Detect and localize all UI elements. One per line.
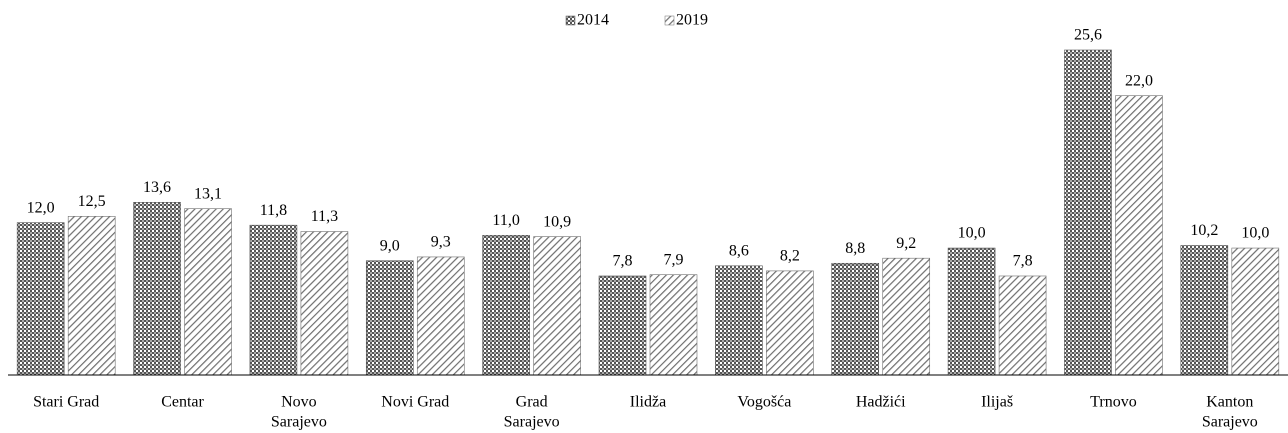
x-tick-label: Ilidža [630, 394, 666, 411]
legend-label: 2019 [676, 12, 708, 29]
bar [133, 202, 181, 376]
legend-label: 2014 [577, 12, 609, 29]
bar [882, 257, 931, 376]
x-tick-label: Novo [281, 394, 317, 411]
bar [1115, 95, 1163, 376]
bar [947, 247, 996, 376]
bar [533, 236, 581, 376]
data-label: 10,0 [958, 225, 986, 242]
data-label: 22,0 [1125, 72, 1153, 89]
legend-swatch [565, 15, 576, 26]
data-label: 12,5 [78, 193, 106, 210]
x-tick-label: Centar [161, 394, 204, 411]
data-label: 9,3 [431, 234, 451, 251]
data-label: 10,9 [543, 213, 571, 230]
bar [249, 224, 298, 376]
x-tick-label: Sarajevo [1202, 414, 1258, 431]
data-label: 7,8 [613, 253, 633, 270]
x-tick-label: Vogošća [737, 394, 791, 411]
legend-swatch [664, 15, 675, 26]
bar [365, 260, 414, 376]
x-tick-label: Stari Grad [33, 394, 99, 411]
x-tick-label: Novi Grad [381, 394, 449, 411]
bar [598, 275, 647, 376]
data-label: 10,2 [1190, 222, 1218, 239]
x-tick-label: Ilijaš [981, 394, 1013, 411]
bar [184, 208, 232, 376]
data-label: 8,6 [729, 242, 749, 259]
x-tick-label: Sarajevo [504, 414, 560, 431]
data-label: 11,0 [492, 212, 519, 229]
x-tick-label: Trnovo [1090, 394, 1137, 411]
bar [1180, 245, 1229, 376]
bar [998, 275, 1047, 376]
data-label: 7,8 [1013, 253, 1033, 270]
bar [766, 270, 814, 376]
x-tick-label: Hadžići [856, 394, 906, 411]
bar [1064, 49, 1112, 376]
bar [416, 256, 465, 376]
data-label: 11,3 [311, 208, 338, 225]
data-label: 7,9 [664, 251, 684, 268]
bar [715, 265, 763, 376]
data-label: 11,8 [260, 202, 287, 219]
data-label: 8,8 [845, 240, 865, 257]
data-label: 10,0 [1241, 225, 1269, 242]
bar [482, 235, 530, 376]
x-tick-label: Grad [516, 394, 548, 411]
bar [67, 216, 116, 376]
bar [16, 222, 65, 376]
data-label: 12,0 [27, 199, 55, 216]
bar [649, 274, 698, 376]
data-label: 13,6 [143, 179, 171, 196]
data-label: 9,0 [380, 237, 400, 254]
bar [300, 231, 349, 376]
data-label: 13,1 [194, 185, 222, 202]
x-tick-label: Kanton [1206, 394, 1253, 411]
x-tick-label: Sarajevo [271, 414, 327, 431]
data-label: 9,2 [896, 235, 916, 252]
bar [831, 262, 880, 376]
bar [1231, 247, 1280, 376]
data-label: 8,2 [780, 248, 800, 265]
data-label: 25,6 [1074, 27, 1102, 44]
